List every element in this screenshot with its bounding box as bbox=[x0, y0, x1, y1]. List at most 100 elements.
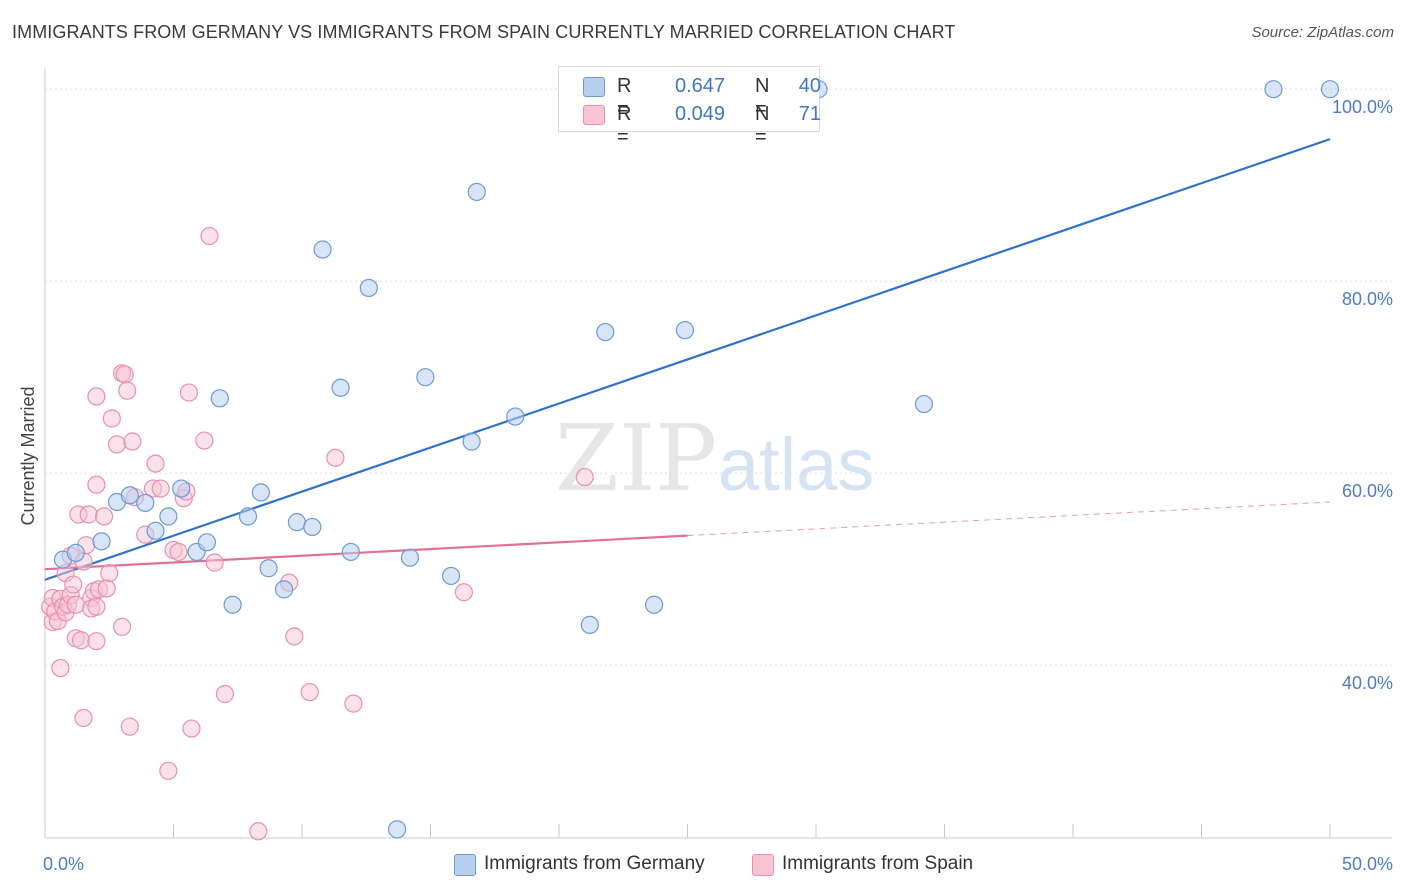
trend-line-spain bbox=[44, 534, 688, 571]
y-tick-label-3: 100.0% bbox=[1332, 97, 1393, 117]
spain-point-63 bbox=[454, 583, 474, 602]
spain-point-57 bbox=[249, 822, 268, 841]
germany-point-22 bbox=[359, 278, 378, 298]
spain-point-21 bbox=[79, 505, 98, 524]
y-tick-label-1: 60.0% bbox=[1342, 481, 1393, 501]
x-tick-labels: 0.0% 50.0% bbox=[43, 854, 1393, 874]
spain-point-60 bbox=[300, 682, 319, 702]
legend-germany-swatch bbox=[454, 854, 476, 876]
spain-point-40 bbox=[123, 432, 142, 451]
spain-point-32 bbox=[100, 563, 119, 583]
germany-point-6 bbox=[146, 521, 165, 540]
trend-lines bbox=[44, 138, 1331, 581]
germany-point-2 bbox=[92, 532, 111, 551]
spain-point-6 bbox=[51, 658, 70, 678]
germany-point-14 bbox=[251, 483, 270, 502]
spain-point-38 bbox=[118, 381, 137, 400]
germany-point-19 bbox=[313, 240, 332, 259]
spain-point-28 bbox=[87, 632, 106, 651]
spain-point-64 bbox=[575, 467, 594, 487]
chart-title: IMMIGRANTS FROM GERMANY VS IMMIGRANTS FR… bbox=[12, 22, 956, 42]
germany-point-32 bbox=[644, 595, 664, 614]
spain-point-13 bbox=[64, 575, 83, 594]
spain-n-label: N = bbox=[755, 103, 770, 148]
spain-swatch bbox=[583, 105, 605, 125]
spain-point-19 bbox=[74, 708, 93, 728]
correlation-legend: R = 0.647 N = 40 R = 0.049 N = 71 bbox=[558, 66, 821, 148]
germany-point-37 bbox=[1320, 80, 1340, 99]
germany-point-17 bbox=[287, 513, 306, 532]
spain-point-61 bbox=[326, 448, 345, 467]
germany-point-18 bbox=[303, 517, 322, 537]
grid-lines bbox=[45, 88, 1392, 666]
germany-n-label: N = bbox=[755, 75, 770, 120]
spain-point-46 bbox=[159, 761, 178, 780]
spain-point-54 bbox=[200, 226, 219, 246]
spain-point-36 bbox=[112, 617, 132, 636]
source-label: Source: ZipAtlas.com bbox=[1251, 24, 1394, 41]
spain-n-value: 71 bbox=[798, 103, 821, 125]
germany-point-11 bbox=[210, 389, 229, 408]
series-legend: Immigrants from Germany Immigrants from … bbox=[0, 850, 1406, 880]
y-tick-label-2: 80.0% bbox=[1342, 289, 1393, 309]
germany-point-36 bbox=[1264, 80, 1283, 99]
spain-point-26 bbox=[87, 387, 106, 406]
spain-r-label: R = bbox=[617, 103, 632, 148]
spain-point-48 bbox=[169, 542, 188, 562]
spain-point-56 bbox=[215, 684, 234, 704]
germany-point-29 bbox=[506, 407, 525, 426]
spain-point-51 bbox=[179, 383, 199, 402]
germany-point-15 bbox=[259, 559, 278, 578]
germany-point-26 bbox=[441, 566, 461, 586]
trend-line-germany bbox=[44, 138, 1331, 581]
spain-point-55 bbox=[205, 553, 224, 572]
y-tick-labels: 40.0% 60.0% 80.0% 100.0% bbox=[1332, 97, 1393, 693]
germany-point-5 bbox=[136, 493, 155, 513]
germany-point-4 bbox=[120, 486, 139, 505]
germany-r-label: R = bbox=[617, 75, 632, 120]
y-tick-label-0: 40.0% bbox=[1342, 673, 1393, 693]
spain-point-52 bbox=[182, 719, 201, 738]
x-tick-label-0: 0.0% bbox=[43, 854, 84, 874]
x-tick-label-1: 50.0% bbox=[1342, 854, 1393, 874]
germany-r-value: 0.647 bbox=[675, 75, 726, 97]
spain-point-14 bbox=[66, 595, 85, 614]
series-germany-points bbox=[53, 80, 1340, 839]
spain-point-17 bbox=[71, 631, 91, 650]
germany-point-7 bbox=[159, 507, 178, 526]
germany-point-33 bbox=[675, 321, 695, 340]
germany-n-value: 40 bbox=[798, 75, 821, 97]
spain-point-59 bbox=[285, 627, 304, 646]
legend-spain-label: Immigrants from Spain bbox=[782, 853, 974, 874]
spain-point-30 bbox=[95, 507, 114, 526]
germany-point-8 bbox=[172, 479, 191, 498]
germany-point-12 bbox=[223, 595, 242, 614]
germany-point-35 bbox=[914, 394, 934, 414]
spain-point-62 bbox=[344, 694, 363, 713]
spain-r-value: 0.049 bbox=[675, 103, 726, 125]
germany-point-20 bbox=[331, 378, 350, 397]
germany-point-13 bbox=[238, 507, 258, 526]
spain-point-33 bbox=[102, 409, 121, 428]
legend-germany-label: Immigrants from Germany bbox=[484, 853, 705, 874]
y-axis-label: Currently Married bbox=[18, 386, 38, 525]
watermark-zip: ZIP bbox=[555, 405, 717, 512]
germany-point-10 bbox=[197, 533, 217, 552]
axes bbox=[44, 68, 1392, 839]
germany-point-27 bbox=[462, 432, 481, 451]
germany-point-23 bbox=[387, 820, 407, 839]
spain-point-34 bbox=[107, 435, 127, 454]
legend-spain-swatch bbox=[752, 854, 774, 876]
spain-point-45 bbox=[151, 479, 170, 498]
trend-line-spain-extension bbox=[687, 501, 1331, 537]
germany-point-21 bbox=[341, 542, 360, 562]
germany-point-30 bbox=[580, 615, 599, 634]
spain-point-31 bbox=[97, 579, 116, 598]
germany-point-16 bbox=[274, 580, 294, 599]
spain-point-25 bbox=[87, 475, 106, 494]
germany-point-28 bbox=[467, 182, 486, 202]
spain-point-37 bbox=[115, 365, 134, 384]
germany-point-24 bbox=[400, 548, 420, 567]
spain-point-39 bbox=[120, 717, 139, 736]
spain-point-53 bbox=[195, 431, 214, 450]
